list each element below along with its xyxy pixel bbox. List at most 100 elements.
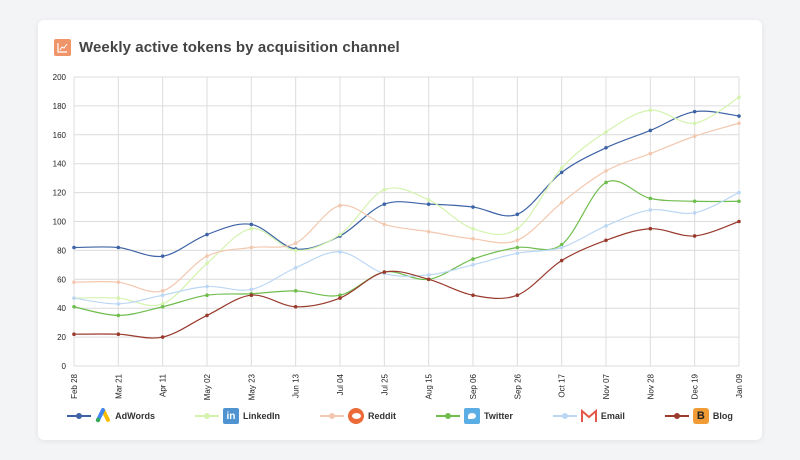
data-point-blog <box>515 293 520 297</box>
data-point-blog <box>205 313 209 318</box>
legend-item-email[interactable]: Email <box>552 408 625 424</box>
legend-item-adwords[interactable]: AdWords <box>67 408 155 424</box>
data-point-blog <box>692 234 697 238</box>
data-point-reddit <box>160 289 165 293</box>
y-tick-label: 120 <box>53 189 67 198</box>
data-point-email <box>116 302 121 306</box>
data-point-reddit <box>692 134 697 139</box>
data-point-reddit <box>249 245 254 250</box>
data-point-reddit <box>471 237 475 241</box>
data-point-twitter <box>515 245 520 250</box>
data-point-adwords <box>426 202 431 206</box>
data-point-email <box>338 250 342 254</box>
legend-label: Twitter <box>484 411 513 421</box>
y-tick-label: 200 <box>53 73 67 82</box>
x-tick-label: Sep 26 <box>513 373 522 399</box>
data-point-twitter <box>293 289 298 293</box>
data-point-email <box>692 211 697 215</box>
data-point-twitter <box>116 313 121 318</box>
x-tick-label: Nov 28 <box>646 373 655 399</box>
data-point-adwords <box>160 254 165 258</box>
data-point-twitter <box>471 257 475 261</box>
x-tick-label: Nov 07 <box>602 373 611 399</box>
twitter-icon <box>464 408 480 424</box>
x-tick-label: Dec 19 <box>691 373 700 399</box>
data-point-adwords <box>692 109 697 114</box>
data-point-blog <box>338 296 342 300</box>
data-point-adwords <box>515 212 520 217</box>
data-point-email <box>293 265 298 270</box>
legend-line-marker <box>194 413 219 419</box>
data-point-reddit <box>559 200 564 205</box>
y-tick-label: 80 <box>57 246 66 255</box>
data-point-linkedin <box>382 187 387 192</box>
data-point-email <box>205 284 209 289</box>
x-tick-label: Jul 25 <box>380 373 389 395</box>
data-point-email <box>160 293 165 297</box>
data-point-reddit <box>515 238 520 243</box>
legend-label: LinkedIn <box>242 411 280 421</box>
chart-header: Weekly active tokens by acquisition chan… <box>54 39 400 56</box>
legend-label: AdWords <box>115 411 155 421</box>
data-point-email <box>737 190 741 195</box>
data-point-email <box>515 251 520 256</box>
x-tick-label: Jul 04 <box>336 373 345 395</box>
data-point-email <box>426 273 431 277</box>
data-point-twitter <box>559 242 564 247</box>
data-point-reddit <box>116 280 121 284</box>
data-point-reddit <box>72 280 76 284</box>
data-point-linkedin <box>559 166 564 170</box>
data-point-linkedin <box>160 302 165 306</box>
x-tick-label: Jun 13 <box>292 373 301 398</box>
x-tick-label: Mar 21 <box>114 373 123 398</box>
data-point-adwords <box>648 128 653 133</box>
data-point-blog <box>471 293 475 297</box>
data-point-reddit <box>426 229 431 234</box>
legend-line-marker <box>436 413 460 419</box>
x-tick-label: Jan 09 <box>735 373 744 398</box>
series-line-adwords <box>73 110 740 258</box>
data-point-adwords <box>559 170 564 175</box>
data-point-email <box>559 245 564 250</box>
series-line-blog <box>73 220 740 339</box>
y-tick-label: 60 <box>57 275 66 284</box>
data-point-linkedin <box>426 198 431 202</box>
chart-icon <box>54 39 71 56</box>
data-point-email <box>72 296 76 300</box>
y-tick-label: 0 <box>62 362 67 371</box>
data-point-blog <box>160 335 165 339</box>
data-point-reddit <box>205 254 209 258</box>
data-point-linkedin <box>338 232 342 237</box>
data-point-adwords <box>205 232 209 237</box>
data-point-blog <box>604 238 608 243</box>
y-tick-label: 180 <box>53 102 67 111</box>
legend-item-linkedin[interactable]: in LinkedIn <box>194 408 280 424</box>
x-tick-label: Apr 11 <box>159 373 168 397</box>
data-point-blog <box>648 226 653 231</box>
data-point-twitter <box>72 304 76 309</box>
data-point-linkedin <box>604 130 608 134</box>
data-point-linkedin <box>116 296 121 300</box>
x-tick-label: Sep 06 <box>469 373 478 399</box>
data-point-blog <box>559 258 564 263</box>
data-point-email <box>604 224 608 228</box>
data-point-reddit <box>604 169 608 173</box>
legend-item-reddit[interactable]: Reddit <box>320 408 396 424</box>
linkedin-icon: in <box>222 408 239 424</box>
data-point-linkedin <box>648 108 653 113</box>
legend-item-twitter[interactable]: Twitter <box>436 408 513 424</box>
legend-item-blog[interactable]: B Blog <box>664 408 733 424</box>
data-point-twitter <box>737 199 741 204</box>
legend-label: Blog <box>712 411 733 421</box>
data-point-blog <box>382 270 387 274</box>
data-point-blog <box>426 277 431 282</box>
chart-title: Weekly active tokens by acquisition chan… <box>79 39 400 56</box>
data-point-reddit <box>737 121 741 126</box>
data-point-twitter <box>692 199 697 204</box>
data-point-blog <box>116 332 121 337</box>
data-point-blog <box>737 219 741 224</box>
data-point-adwords <box>116 245 121 250</box>
data-point-email <box>249 287 254 292</box>
legend: AdWords in LinkedIn Reddit Twitter Email B Blog <box>0 408 800 424</box>
